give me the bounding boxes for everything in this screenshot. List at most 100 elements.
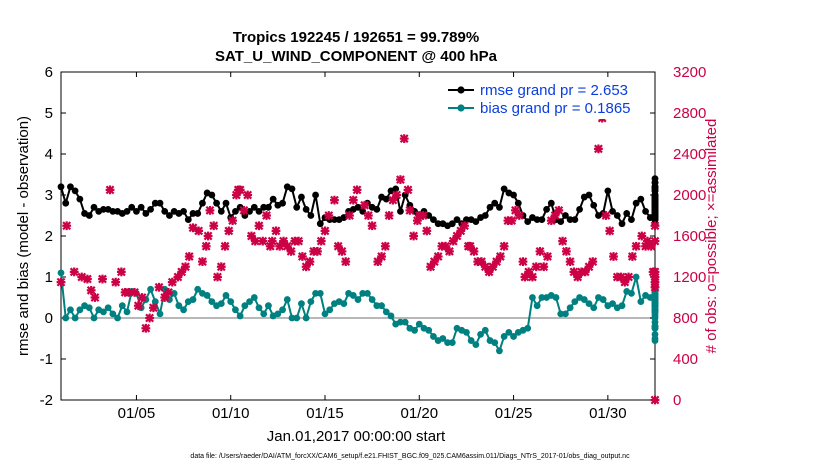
assimilated-obs-marker <box>631 241 641 251</box>
series-point <box>571 216 579 224</box>
series-point <box>552 294 560 301</box>
x-tick-label: 01/05 <box>118 405 156 422</box>
series-point <box>576 205 583 213</box>
assimilated-obs-marker <box>239 205 249 215</box>
series-point <box>491 199 499 207</box>
series-point <box>76 195 84 203</box>
series-point <box>496 203 503 211</box>
series-point <box>628 290 635 297</box>
series-point <box>590 304 598 312</box>
assimilated-obs-marker <box>90 293 100 302</box>
series-point <box>147 285 154 293</box>
series-point <box>227 298 235 305</box>
series-point <box>71 314 79 322</box>
assimilated-obs-marker <box>514 211 524 220</box>
assimilated-obs-marker <box>313 246 322 256</box>
series-point <box>585 191 593 199</box>
series-point <box>104 304 112 312</box>
series-point <box>533 302 541 310</box>
assimilated-obs-marker <box>56 277 66 287</box>
series-point <box>637 298 645 305</box>
series-point <box>510 191 517 199</box>
series-point <box>566 216 574 224</box>
series-point <box>307 212 315 219</box>
series-point <box>307 298 315 305</box>
series-point <box>500 185 508 193</box>
series-point <box>642 208 649 215</box>
assimilated-obs-marker <box>220 241 230 251</box>
plot-frame <box>60 71 656 401</box>
series-point <box>265 203 272 211</box>
series-point <box>467 337 475 344</box>
footnote: data file: /Users/raeder/DAI/ATM_forcXX/… <box>190 453 630 460</box>
series-point <box>147 205 154 213</box>
assimilated-obs-marker <box>528 272 537 282</box>
assimilated-obs-marker <box>62 221 72 231</box>
y-tick-label-right: 0 <box>673 392 681 409</box>
y-tick-label-right: 2000 <box>673 187 706 204</box>
assimilated-obs-marker <box>205 205 215 215</box>
series-point <box>279 199 286 207</box>
assimilated-obs-marker <box>392 190 402 200</box>
series-point <box>533 216 541 224</box>
x-tick-label: 01/15 <box>306 405 344 422</box>
assimilated-obs-marker <box>105 185 115 195</box>
assimilated-obs-marker <box>588 257 598 267</box>
assimilated-obs-marker <box>279 236 288 246</box>
series-point <box>434 220 442 228</box>
series-point <box>382 308 390 316</box>
assimilated-obs-marker <box>484 267 494 277</box>
x-tick-label: 01/30 <box>589 405 627 422</box>
assimilated-obs-marker <box>149 303 158 313</box>
series-point <box>562 212 569 219</box>
series-point <box>340 300 348 308</box>
series-point <box>378 302 385 310</box>
series-point <box>85 304 93 312</box>
assimilated-obs-marker <box>360 200 369 210</box>
assimilated-obs-marker <box>116 267 126 277</box>
assimilated-obs-marker <box>305 257 315 267</box>
assimilated-obs-marker <box>650 395 660 405</box>
assimilated-obs-marker <box>203 231 213 241</box>
series-point <box>524 218 532 226</box>
series-point <box>524 324 532 332</box>
assimilated-obs-marker <box>286 246 296 256</box>
assimilated-obs-marker <box>507 216 517 226</box>
series-point <box>203 292 211 299</box>
series-point <box>463 328 470 336</box>
y-tick-label: 1 <box>45 269 53 286</box>
assimilated-obs-marker <box>181 262 190 272</box>
assimilated-obs-marker <box>141 323 151 333</box>
series-point <box>628 216 635 224</box>
series-point <box>651 214 659 221</box>
assimilated-obs-marker <box>228 216 237 226</box>
assimilated-obs-marker <box>198 257 207 267</box>
assimilated-obs-marker <box>243 190 253 200</box>
series-point <box>57 183 65 191</box>
series-point <box>430 216 437 224</box>
series-point <box>189 210 197 217</box>
assimilated-obs-marker <box>348 195 358 205</box>
assimilated-obs-marker <box>352 185 362 195</box>
series-point <box>298 193 305 201</box>
assimilated-obs-marker <box>316 236 326 246</box>
assimilated-obs-marker <box>235 185 245 195</box>
assimilated-obs-marker <box>495 252 505 261</box>
assimilated-obs-marker <box>184 252 194 261</box>
series-point <box>401 191 409 199</box>
series-point <box>100 205 107 213</box>
y-axis-label-right: # of obs: o=possible; ×=assimilated <box>703 119 720 354</box>
y-axis-label: rmse and bias (model - observation) <box>15 116 32 356</box>
series-point <box>496 347 503 355</box>
series-point <box>382 195 390 203</box>
series-point <box>166 212 173 219</box>
y-tick-label-right: 1200 <box>673 269 706 286</box>
series-point <box>288 185 296 193</box>
series-point <box>283 296 291 303</box>
y-tick-label: 3 <box>45 187 53 204</box>
series-point <box>415 320 423 328</box>
series-point <box>510 333 517 340</box>
series-point <box>651 191 659 199</box>
series-point <box>529 294 536 301</box>
assimilated-obs-marker <box>531 262 541 272</box>
